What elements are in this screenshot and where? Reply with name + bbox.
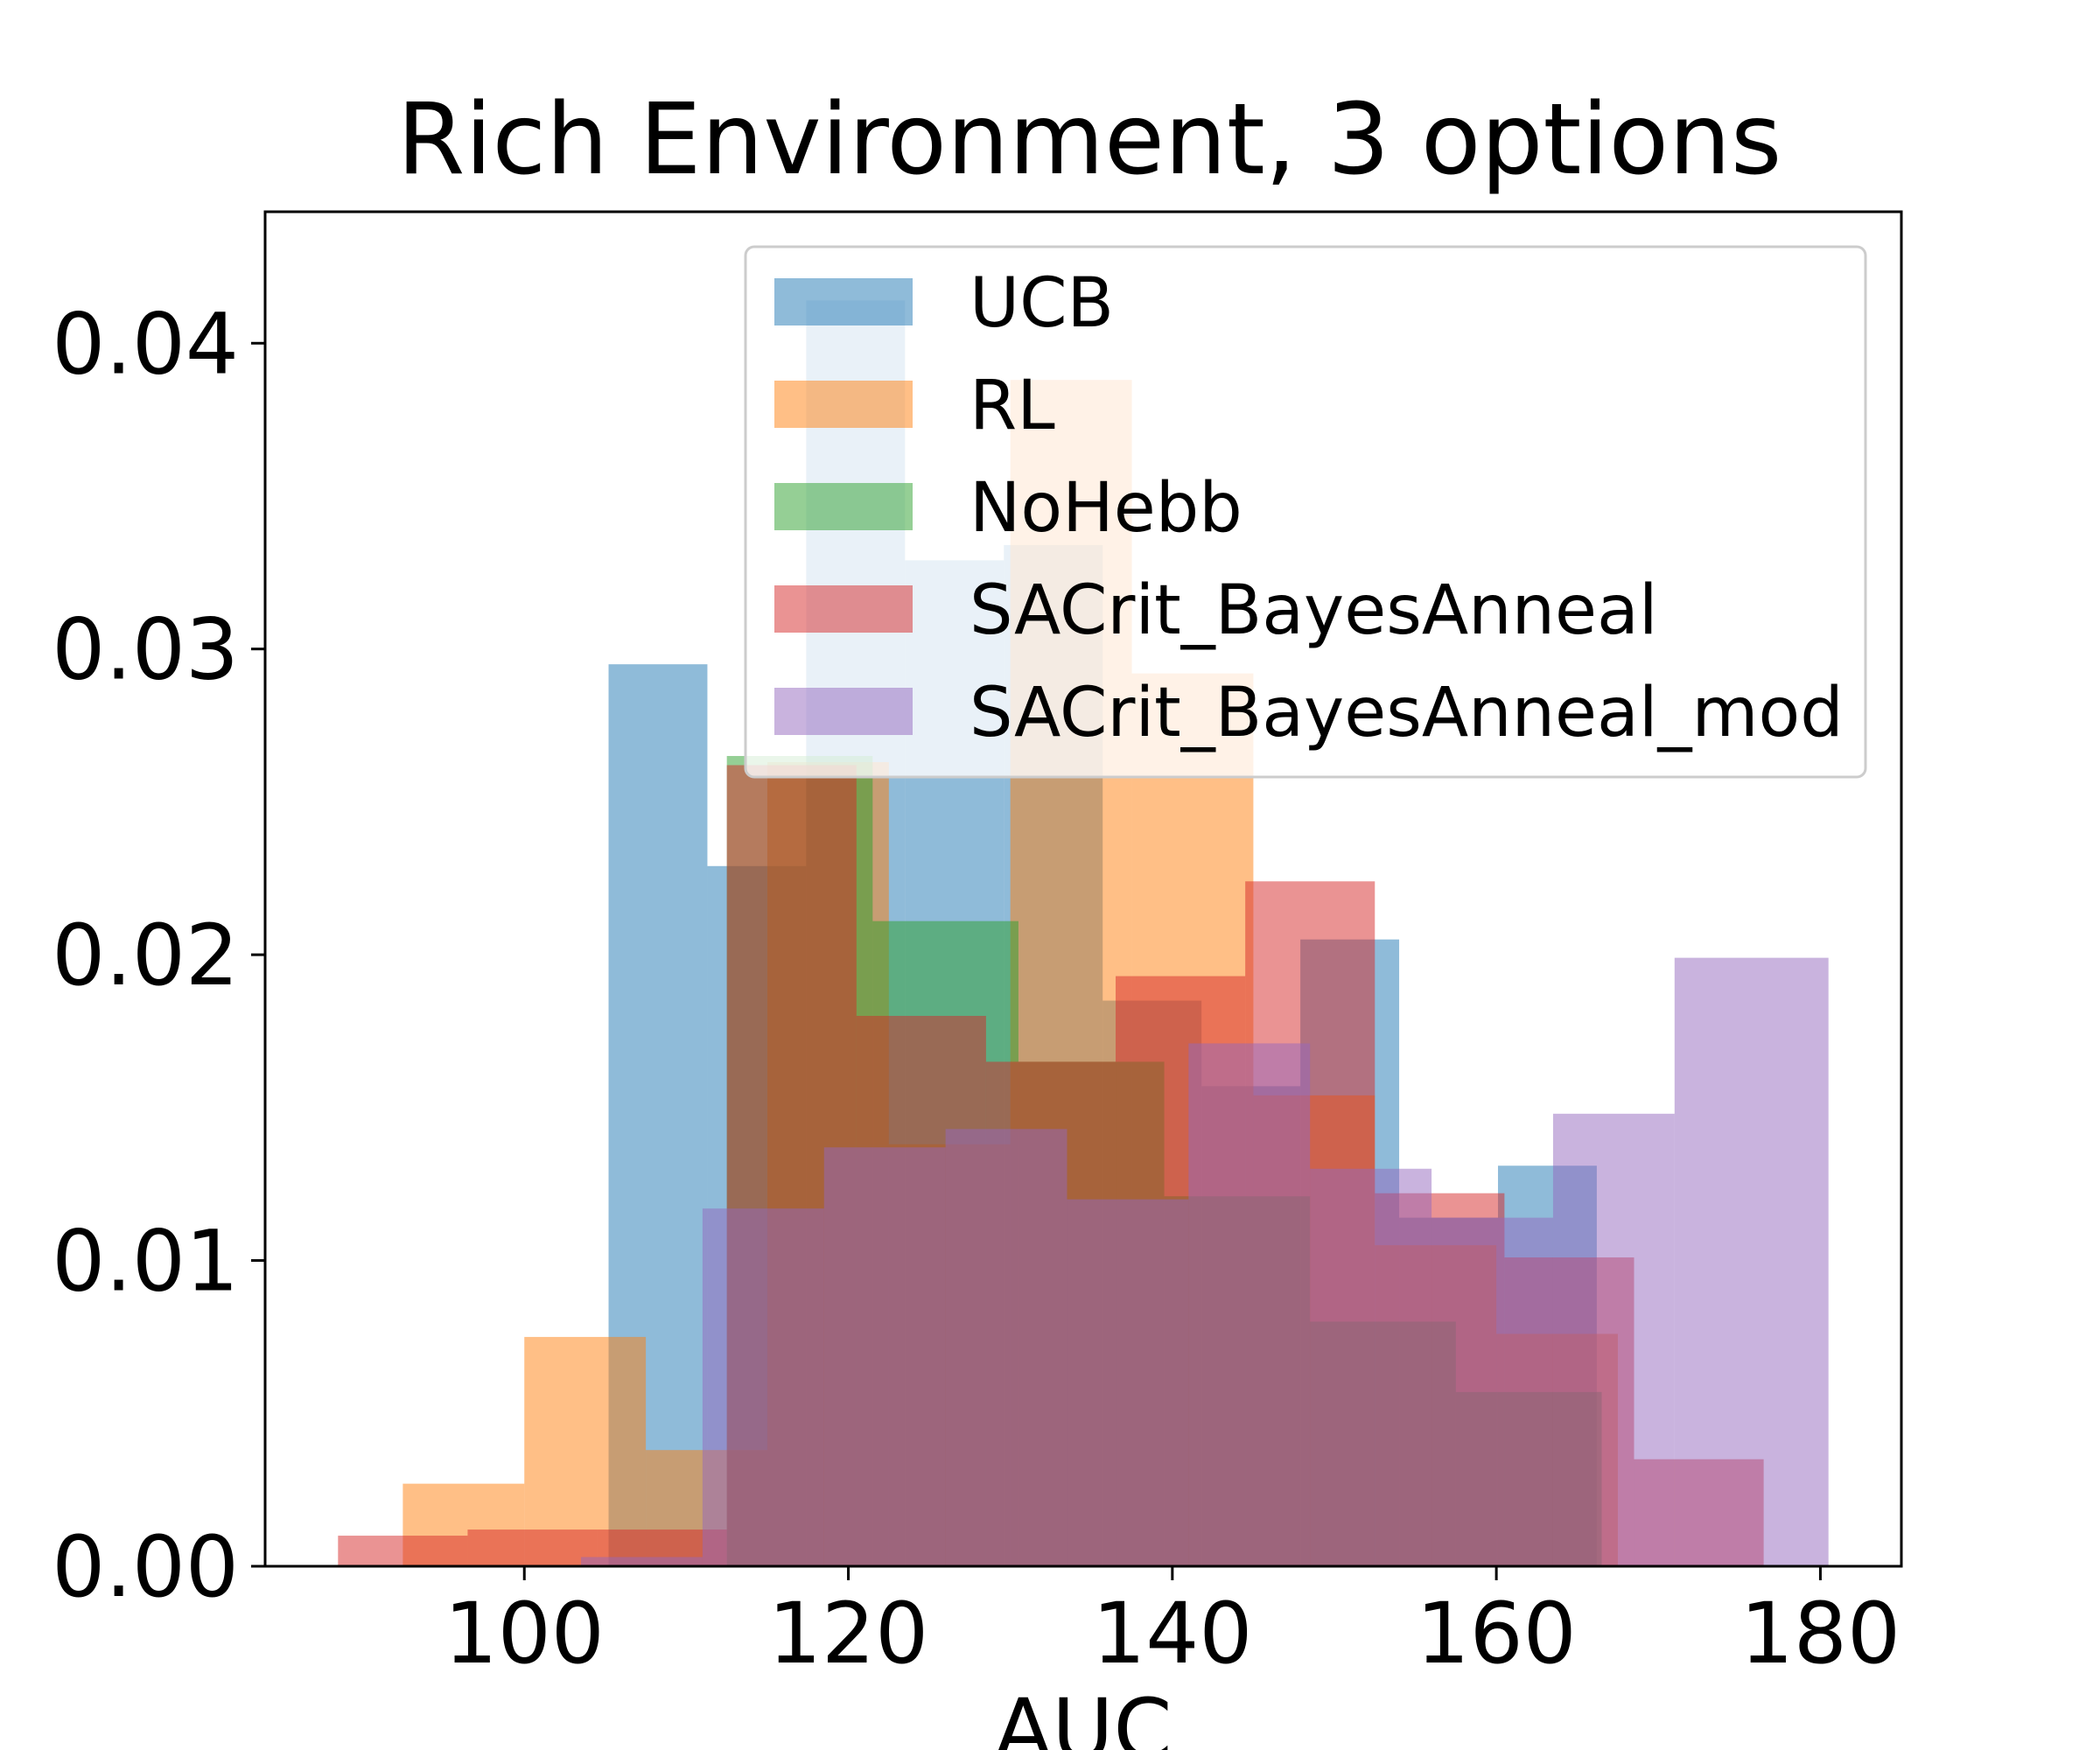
histogram-bar	[945, 1129, 1068, 1566]
y-tick-label: 0.02	[52, 906, 239, 1004]
legend: UCB RL NoHebb SACrit_BayesAnneal SACrit_Baye…	[744, 245, 1867, 779]
y-tick-label: 0.00	[52, 1518, 239, 1616]
legend-frame	[744, 245, 1867, 779]
histogram-bar	[1674, 957, 1829, 1566]
x-tick-label: 100	[444, 1585, 605, 1683]
x-tick-label: 120	[768, 1585, 928, 1683]
x-axis-label: AUC	[995, 1681, 1172, 1750]
y-tick-label: 0.03	[52, 601, 239, 699]
legend-label: RL	[970, 367, 1055, 445]
legend-label: UCB	[970, 264, 1114, 343]
histogram-bar	[338, 1536, 468, 1566]
histogram-bar	[823, 1147, 946, 1566]
plot-frame	[263, 210, 1903, 1568]
histogram-bar	[581, 1557, 703, 1566]
histogram-bar	[1432, 1217, 1553, 1566]
legend-label: SACrit_BayesAnneal_mod	[970, 674, 1844, 752]
legend-label: NoHebb	[970, 469, 1242, 548]
series-4	[581, 957, 1829, 1566]
y-tick-label: 0.01	[52, 1213, 239, 1311]
x-tick-label: 140	[1092, 1585, 1252, 1683]
histogram-bar	[1188, 1043, 1311, 1566]
legend-swatch	[774, 381, 913, 428]
histogram-bar	[1310, 1168, 1432, 1566]
histogram-bar	[467, 1530, 598, 1566]
x-tick-label: 180	[1740, 1585, 1900, 1683]
legend-swatch	[774, 585, 913, 633]
histogram-bar	[1067, 1199, 1189, 1566]
histogram-bar	[702, 1208, 824, 1566]
y-axis: 0.00 0.01 0.02 0.03 0.04	[52, 295, 265, 1616]
legend-swatch	[774, 483, 913, 530]
x-axis: 100 120 140 160 180	[444, 1566, 1900, 1683]
legend-swatch	[774, 278, 913, 326]
x-tick-label: 160	[1417, 1585, 1577, 1683]
legend-swatch	[774, 688, 913, 735]
y-tick-label: 0.04	[52, 295, 239, 393]
legend-label: SACrit_BayesAnneal	[970, 571, 1658, 650]
chart-title: Rich Environment, 3 options	[397, 83, 1782, 197]
histogram-bar	[1552, 1113, 1675, 1566]
histogram-bar	[524, 1336, 647, 1566]
